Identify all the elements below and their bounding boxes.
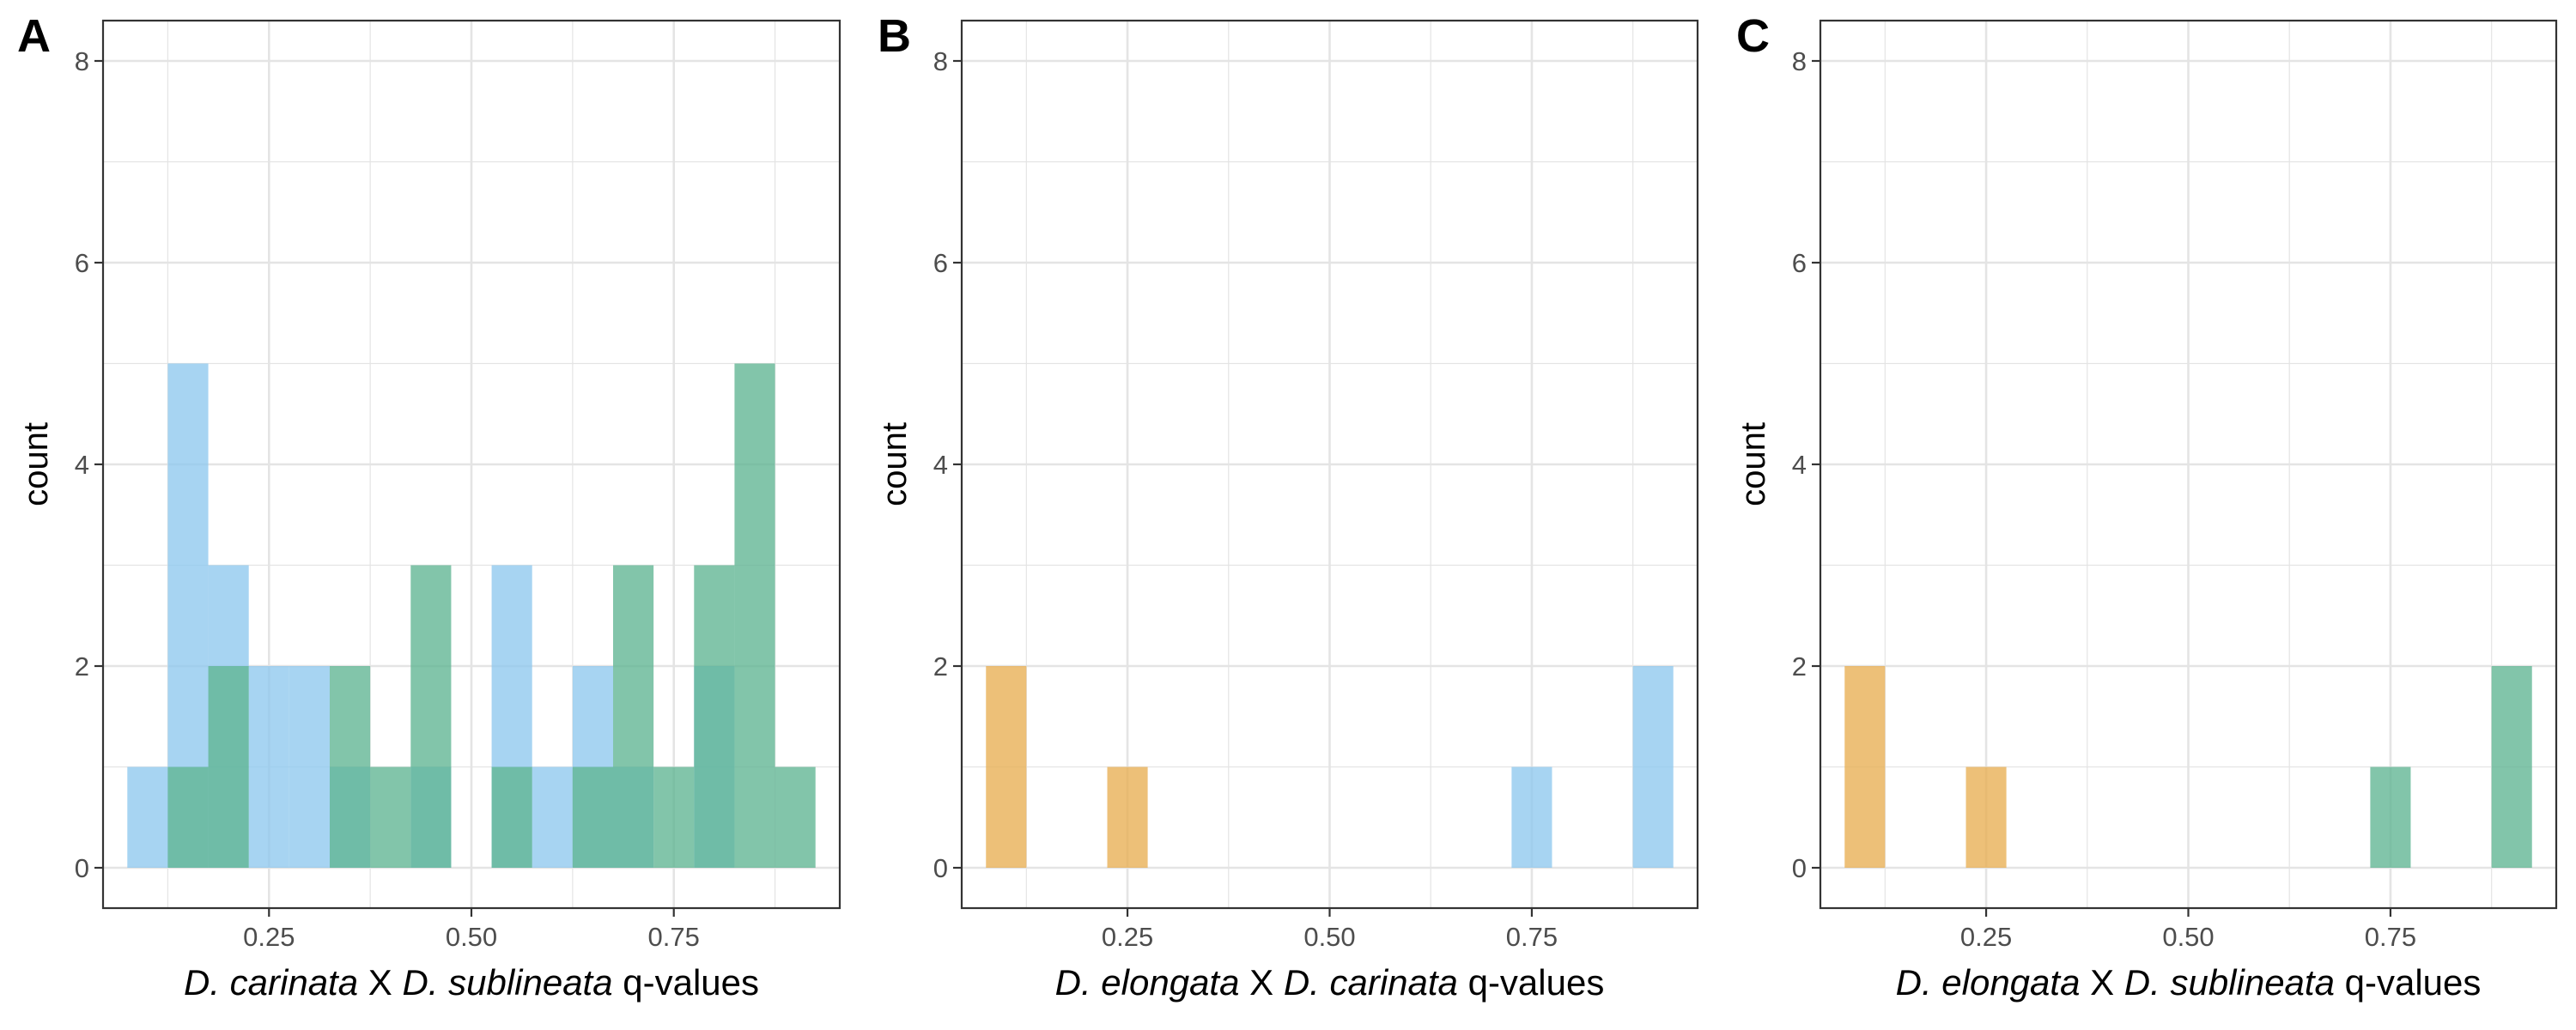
y-tick-label: 4 (933, 450, 948, 480)
panel-A: 0 2 4 6 8 0.25 0.50 0.75 count D. carinata X D. s… (17, 10, 841, 1003)
histogram-bar (330, 666, 371, 868)
x-tick-label: 0.50 (446, 922, 497, 952)
y-axis-title: count (876, 422, 914, 506)
y-axis-title: count (17, 422, 55, 506)
histogram-bar (127, 766, 168, 868)
x-axis-title-suffix: q-values (1458, 962, 1604, 1003)
panel-B: 0 2 4 6 8 0.25 0.50 0.75 count D. elongata X D. c… (876, 10, 1699, 1003)
y-tick-label: 2 (75, 651, 89, 682)
y-tick-label: 6 (75, 248, 89, 278)
x-tick-label: 0.25 (1960, 922, 2012, 952)
species-name-2: D. sublineata (402, 962, 612, 1003)
y-tick-label: 8 (1792, 46, 1807, 76)
histogram-bar (1511, 766, 1552, 868)
histogram-bar (532, 766, 573, 868)
histogram-bar (167, 766, 209, 868)
histogram-bar (208, 666, 249, 868)
histogram-bar (2491, 666, 2532, 868)
histogram-bar (1107, 766, 1148, 868)
species-name-2: D. carinata (1284, 962, 1458, 1003)
histogram-bar (1965, 766, 2007, 868)
panel-C: 0 2 4 6 8 0.25 0.50 0.75 count D. elongata X D. s… (1735, 10, 2558, 1003)
species-separator: X (2080, 962, 2123, 1003)
x-axis-title: D. elongata X D. sublineata q-values (1896, 962, 2482, 1003)
y-tick-label: 0 (1792, 853, 1807, 883)
x-tick-label: 0.50 (2162, 922, 2214, 952)
histogram-bar (1632, 666, 1674, 868)
x-tick-label: 0.75 (2365, 922, 2416, 952)
x-tick-label: 0.25 (1102, 922, 1153, 952)
panel-label: C (1736, 10, 1770, 62)
histogram-bar (1844, 666, 1886, 868)
histogram-bar (613, 565, 654, 868)
y-tick-label: 6 (1792, 248, 1807, 278)
histogram-bar (289, 666, 330, 868)
histogram-bar (248, 666, 289, 868)
y-tick-label: 4 (1792, 450, 1807, 480)
y-tick-label: 8 (933, 46, 948, 76)
y-tick-label: 2 (933, 651, 948, 682)
species-name-1: D. carinata (184, 962, 358, 1003)
x-axis-title: D. elongata X D. carinata q-values (1055, 962, 1605, 1003)
panel-label: B (878, 10, 911, 62)
y-tick-label: 0 (933, 853, 948, 883)
histogram-bar (2370, 766, 2411, 868)
panel-label: A (17, 10, 51, 62)
histogram-bar (775, 766, 816, 868)
histogram-bar (572, 766, 613, 868)
species-name-1: D. elongata (1055, 962, 1240, 1003)
histogram-bar (410, 565, 452, 868)
histogram-bar (734, 363, 775, 868)
y-tick-label: 6 (933, 248, 948, 278)
x-axis-title-suffix: q-values (613, 962, 759, 1003)
y-tick-label: 2 (1792, 651, 1807, 682)
y-axis-title: count (1735, 422, 1772, 506)
histogram-bar (491, 766, 532, 868)
species-name-2: D. sublineata (2124, 962, 2335, 1003)
x-axis-title-suffix: q-values (2335, 962, 2481, 1003)
species-name-1: D. elongata (1896, 962, 2081, 1003)
species-separator: X (1239, 962, 1283, 1003)
x-tick-label: 0.75 (648, 922, 700, 952)
x-tick-label: 0.25 (243, 922, 295, 952)
x-tick-label: 0.75 (1506, 922, 1558, 952)
histogram-bar (370, 766, 411, 868)
histogram-bar (653, 766, 695, 868)
histogram-bar (986, 666, 1027, 868)
species-separator: X (358, 962, 402, 1003)
y-tick-label: 0 (75, 853, 89, 883)
x-tick-label: 0.50 (1303, 922, 1355, 952)
x-axis-title: D. carinata X D. sublineata q-values (184, 962, 759, 1003)
histogram-bar (694, 565, 735, 868)
y-tick-label: 4 (75, 450, 89, 480)
y-tick-label: 8 (75, 46, 89, 76)
